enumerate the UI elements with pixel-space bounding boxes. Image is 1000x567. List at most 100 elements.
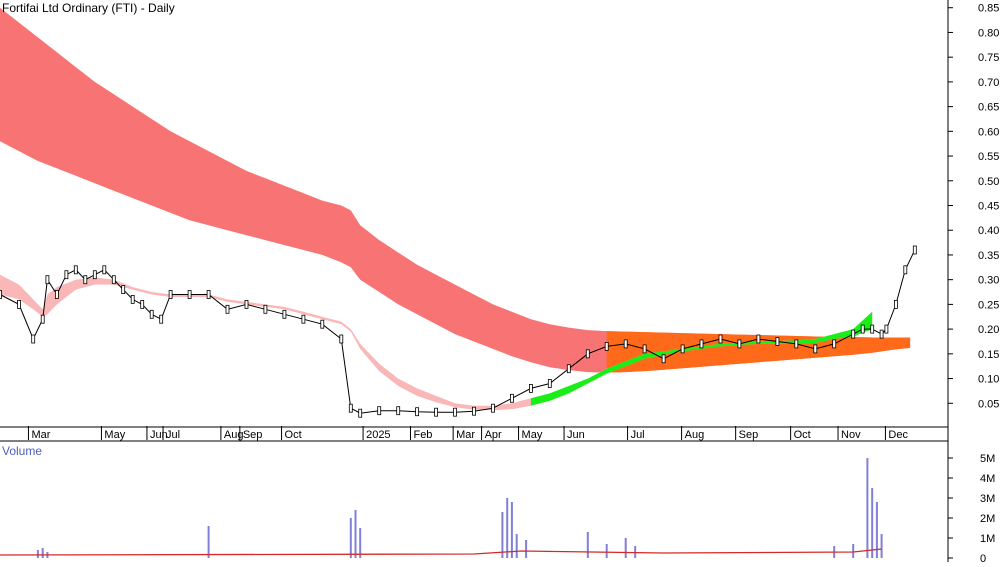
- volume-bar: [871, 488, 874, 558]
- x-tick-label: Dec: [888, 429, 908, 441]
- volume-bar: [605, 544, 608, 558]
- x-tick-label: May: [104, 429, 125, 441]
- price-bar: [415, 407, 420, 417]
- price-bar: [699, 339, 704, 349]
- price-bar: [187, 290, 192, 299]
- price-bar: [884, 324, 889, 334]
- price-bar: [912, 245, 917, 255]
- y-tick-label: 0.65: [978, 102, 999, 114]
- price-bar: [775, 337, 780, 346]
- price-bar: [130, 294, 135, 304]
- y-tick-label: 0.60: [978, 126, 999, 138]
- y-tick-label: 0.50: [978, 176, 999, 188]
- price-bar: [83, 275, 88, 285]
- y-tick-label: 0.10: [978, 374, 999, 386]
- volume-bar: [866, 458, 869, 558]
- x-tick-label: Jul: [166, 429, 180, 441]
- price-bar: [121, 285, 126, 295]
- volume-bar: [510, 502, 513, 558]
- price-bar: [358, 408, 363, 418]
- price-bar: [263, 304, 268, 314]
- price-bar: [870, 324, 875, 334]
- y-tick-label: 0.45: [978, 201, 999, 213]
- price-bar: [31, 334, 36, 344]
- price-bar: [794, 339, 799, 349]
- y-tick-label: 0.05: [978, 398, 999, 410]
- price-bar: [206, 290, 211, 299]
- price-bar: [585, 349, 590, 359]
- price-bar: [832, 339, 837, 349]
- x-tick-label: Nov: [841, 429, 861, 441]
- price-bar: [40, 314, 45, 324]
- price-bar: [566, 364, 571, 374]
- y-tick-label: 0.80: [978, 27, 999, 39]
- x-tick-label: May: [522, 429, 543, 441]
- price-bar: [860, 324, 865, 334]
- price-bar: [140, 299, 145, 309]
- volume-bar: [501, 512, 504, 558]
- price-series: [0, 245, 917, 418]
- volume-bar: [359, 528, 362, 558]
- price-bar: [55, 290, 59, 299]
- price-bar: [168, 290, 173, 299]
- price-bar: [813, 344, 818, 354]
- price-bar: [64, 270, 69, 280]
- price-bar: [339, 334, 344, 344]
- price-bar: [756, 334, 761, 344]
- price-bar: [92, 270, 97, 280]
- price-bar: [301, 314, 306, 324]
- volume-bar: [875, 502, 878, 558]
- price-bar: [348, 403, 353, 413]
- chart-title: Fortifai Ltd Ordinary (FTI) - Daily: [2, 1, 175, 15]
- volume-y-tick-label: 1M: [980, 533, 995, 545]
- x-tick-label: Mar: [31, 429, 50, 441]
- volume-bar: [586, 532, 589, 558]
- volume-bar: [852, 544, 855, 558]
- volume-y-tick-label: 5M: [980, 453, 995, 465]
- y-tick-label: 0.40: [978, 225, 999, 237]
- volume-bar: [506, 498, 509, 558]
- x-tick-label: 2025: [366, 429, 390, 441]
- price-bar: [244, 299, 249, 309]
- price-bar: [320, 319, 325, 329]
- price-bar: [45, 275, 50, 285]
- price-bar: [491, 403, 495, 413]
- indicator-bands: [0, 7, 911, 411]
- volume-average-line: [0, 548, 882, 556]
- volume-bar: [41, 548, 44, 558]
- y-tick-label: 0.15: [978, 349, 999, 361]
- x-tick-label: Feb: [413, 429, 432, 441]
- price-bar: [434, 407, 439, 417]
- price-bar: [453, 407, 457, 417]
- price-bar: [509, 393, 514, 403]
- price-bar: [903, 265, 908, 275]
- y-tick-label: 0.85: [978, 3, 999, 15]
- price-bar: [718, 334, 723, 344]
- volume-bar: [207, 526, 210, 558]
- y-tick-label: 0.25: [978, 299, 999, 311]
- price-bar: [547, 379, 552, 388]
- volume-series: [0, 458, 883, 558]
- volume-bar: [36, 550, 39, 558]
- price-bar: [604, 341, 609, 351]
- y-tick-label: 0.30: [978, 275, 999, 287]
- price-bar: [851, 329, 856, 339]
- price-bar: [396, 406, 401, 416]
- y-tick-label: 0.55: [978, 151, 999, 163]
- x-tick-label: Apr: [485, 429, 502, 441]
- x-tick-label: Jun: [150, 429, 168, 441]
- x-tick-label: Jun: [567, 429, 585, 441]
- volume-bar: [349, 518, 352, 558]
- price-bar: [623, 339, 628, 349]
- x-tick-label: Oct: [794, 429, 811, 441]
- price-bar: [102, 265, 107, 275]
- volume-y-tick-label: 4M: [980, 473, 995, 485]
- volume-bar: [880, 534, 883, 558]
- y-tick-label: 0.75: [978, 52, 999, 64]
- x-tick-label: Sep: [243, 429, 263, 441]
- price-bar: [661, 354, 666, 364]
- price-bar: [737, 339, 742, 349]
